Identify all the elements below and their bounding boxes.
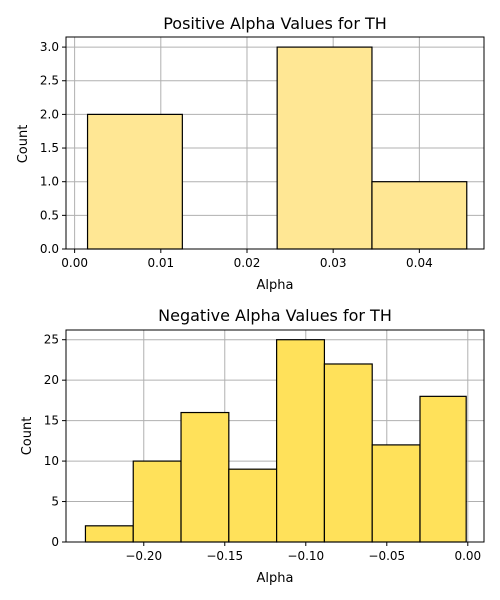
x-ticks: −0.20 −0.15 −0.10 −0.05 0.00 <box>125 542 481 563</box>
histogram-bar <box>419 395 467 543</box>
bars <box>86 46 468 250</box>
y-tick-label: 0.5 <box>40 208 59 222</box>
y-axis-label: Count <box>16 125 31 164</box>
y-tick-label: 1.0 <box>40 175 59 189</box>
y-tick-label: 5 <box>51 495 59 509</box>
y-tick-label: 0.0 <box>40 242 59 256</box>
positive-alpha-histogram: Positive Alpha Values for TH 0.00 0.01 0.0… <box>16 14 485 293</box>
y-tick-label: 20 <box>44 373 59 387</box>
x-tick-label: −0.20 <box>125 549 162 563</box>
y-tick-label: 10 <box>44 454 59 468</box>
x-tick-label: 0.01 <box>147 256 174 270</box>
x-axis-label: Alpha <box>257 571 294 586</box>
chart-title: Negative Alpha Values for TH <box>158 306 392 325</box>
histogram-bar <box>180 411 230 543</box>
chart-title: Positive Alpha Values for TH <box>163 14 387 33</box>
plot-frame <box>65 36 485 250</box>
x-tick-label: −0.10 <box>287 549 324 563</box>
histogram-bar <box>371 181 468 250</box>
histogram-bar <box>84 525 134 543</box>
y-ticks: 0 5 10 15 20 25 <box>44 333 66 549</box>
histogram-bar <box>323 363 373 543</box>
y-tick-label: 1.5 <box>40 141 59 155</box>
y-tick-label: 2.0 <box>40 107 59 121</box>
negative-alpha-histogram: Negative Alpha Values for TH −0.20 −0.15−… <box>20 306 485 586</box>
y-ticks: 0.0 0.5 1.0 1.5 2.0 2.5 3.0 <box>40 40 66 256</box>
histogram-bar <box>276 46 373 250</box>
x-tick-label: 0.00 <box>61 256 88 270</box>
histogram-bar <box>86 113 183 250</box>
y-axis-label: Count <box>20 417 35 456</box>
plot-frame <box>65 329 485 543</box>
x-tick-label: 0.00 <box>454 549 481 563</box>
y-tick-label: 25 <box>44 333 59 347</box>
histogram-bar <box>132 460 182 543</box>
x-tick-label: 0.02 <box>234 256 261 270</box>
histogram-bar <box>276 339 326 543</box>
histogram-bar <box>228 468 278 543</box>
y-tick-label: 0 <box>51 535 59 549</box>
y-tick-label: 2.5 <box>40 74 59 88</box>
x-tick-label: −0.05 <box>368 549 405 563</box>
histogram-bar <box>371 444 421 543</box>
x-tick-label: 0.03 <box>320 256 347 270</box>
y-tick-label: 3.0 <box>40 40 59 54</box>
y-tick-label: 15 <box>44 414 59 428</box>
x-tick-label: −0.15 <box>206 549 243 563</box>
bars <box>84 339 467 543</box>
x-ticks: 0.00 0.01 0.02 0.03 0.04 <box>61 249 433 270</box>
x-tick-label: 0.04 <box>406 256 433 270</box>
x-axis-label: Alpha <box>257 278 294 293</box>
